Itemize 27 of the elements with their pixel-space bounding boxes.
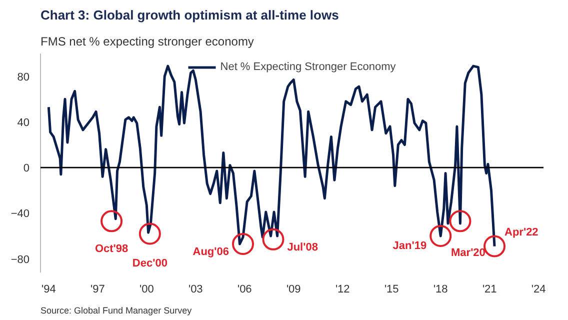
x-tick-label: '06 <box>237 284 252 296</box>
y-tick-label: 0 <box>23 162 30 175</box>
annotation: Oct'98 <box>94 243 128 256</box>
annotation: Jul'08 <box>287 241 318 254</box>
x-tick-label: '18 <box>433 284 448 296</box>
annotation: Aug'06 <box>192 246 230 258</box>
x-tick-label: '03 <box>188 284 203 296</box>
annotation: Dec'00 <box>132 258 168 270</box>
annotation: Mar'20 <box>451 247 486 260</box>
x-tick-label: '94 <box>42 284 56 296</box>
y-tick-label: 40 <box>17 116 30 129</box>
x-tick-label: '09 <box>286 284 301 296</box>
x-tick-label: '12 <box>335 284 350 296</box>
y-tick-label: 80 <box>17 71 30 84</box>
annotation: Jan'19 <box>392 240 427 252</box>
source-note: Source: Global Fund Manager Survey <box>40 306 192 316</box>
x-tick-label: '00 <box>139 284 154 296</box>
chart-title: Chart 3: Global growth optimism at all-time lows <box>40 8 339 22</box>
chart-subtitle: FMS net % expecting stronger economy <box>40 34 254 48</box>
x-tick-label: '24 <box>531 284 546 296</box>
x-tick-label: '21 <box>482 284 497 296</box>
annotation: Apr'22 <box>504 226 538 238</box>
y-tick-label: −80 <box>10 254 30 266</box>
x-tick-label: '15 <box>384 284 399 296</box>
y-tick-label: −40 <box>10 208 30 220</box>
legend-label: Net % Expecting Stronger Economy <box>220 61 396 73</box>
x-tick-label: '97 <box>90 284 105 296</box>
